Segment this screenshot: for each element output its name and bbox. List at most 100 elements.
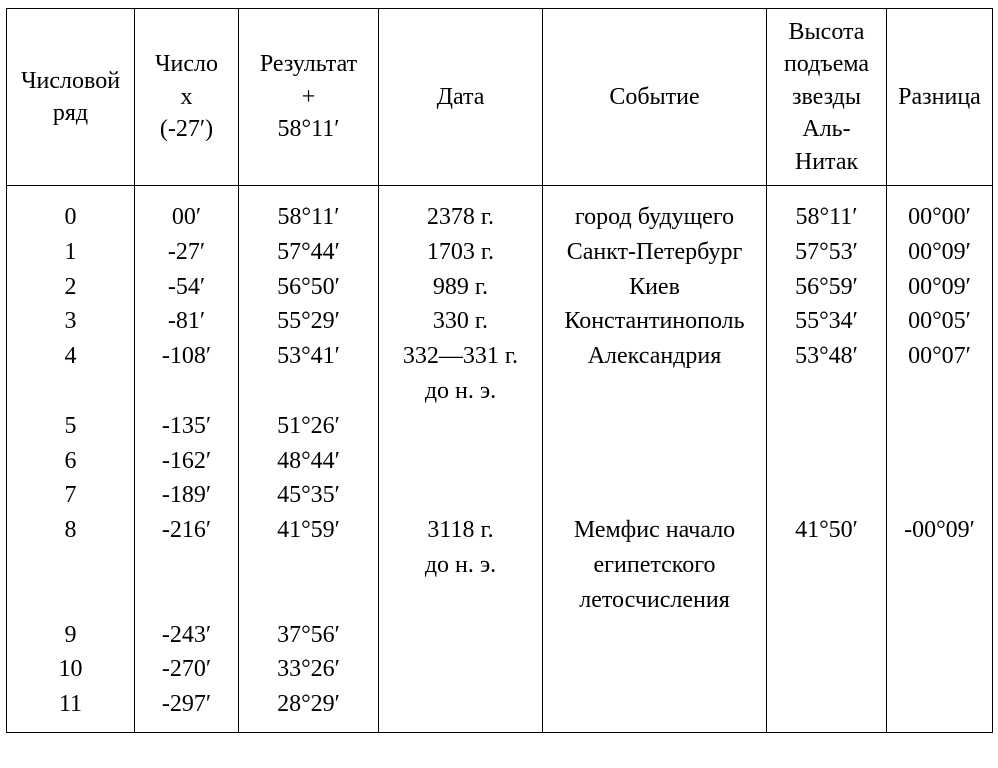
cell-altitude: 53°48′ — [767, 339, 887, 409]
col-header-label: Событие — [543, 81, 766, 113]
table-row: 5-135′51°26′ — [7, 409, 993, 444]
table-row: 11-297′28°29′ — [7, 687, 993, 732]
cell-diff — [887, 687, 993, 732]
cell-x: -81′ — [135, 304, 239, 339]
cell-altitude: 57°53′ — [767, 235, 887, 270]
cell-result: 57°44′ — [239, 235, 379, 270]
cell-diff-value: -00°09′ — [887, 513, 992, 548]
cell-result-value: 51°26′ — [239, 409, 378, 444]
cell-altitude: 55°34′ — [767, 304, 887, 339]
cell-altitude — [767, 409, 887, 444]
col-header-result: Результат + 58°11′ — [239, 9, 379, 186]
cell-altitude: 41°50′ — [767, 513, 887, 617]
col-header-label: Числовой ряд — [7, 65, 134, 130]
table-row: 1-27′57°44′1703 г.Санкт-Петербург57°53′0… — [7, 235, 993, 270]
cell-series: 7 — [7, 478, 135, 513]
cell-event-value: город будущего — [543, 200, 766, 235]
cell-event: город будущего — [543, 186, 767, 235]
cell-series-value: 9 — [7, 618, 134, 653]
cell-date: 989 г. — [379, 270, 543, 305]
cell-x-value: -27′ — [135, 235, 238, 270]
cell-event-value: Мемфис начало египетского летосчисления — [543, 513, 766, 617]
cell-x-value: -243′ — [135, 618, 238, 653]
cell-result: 28°29′ — [239, 687, 379, 732]
cell-series: 11 — [7, 687, 135, 732]
cell-series-value: 2 — [7, 270, 134, 305]
cell-diff-value: 00°09′ — [887, 270, 992, 305]
cell-diff: 00°00′ — [887, 186, 993, 235]
cell-result-value: 55°29′ — [239, 304, 378, 339]
cell-result-value: 45°35′ — [239, 478, 378, 513]
cell-altitude — [767, 444, 887, 479]
cell-event: Александрия — [543, 339, 767, 409]
cell-diff: 00°05′ — [887, 304, 993, 339]
cell-event-value: Константинополь — [543, 304, 766, 339]
cell-event: Мемфис начало египетского летосчисления — [543, 513, 767, 617]
cell-x-value: -162′ — [135, 444, 238, 479]
page: Числовой ряд Число x (-27′) Результат + … — [0, 0, 998, 768]
cell-date — [379, 478, 543, 513]
cell-series-value: 11 — [7, 687, 134, 722]
cell-event — [543, 618, 767, 653]
cell-series-value: 8 — [7, 513, 134, 548]
cell-result-value: 37°56′ — [239, 618, 378, 653]
cell-altitude — [767, 618, 887, 653]
cell-series-value: 6 — [7, 444, 134, 479]
col-header-diff: Разница — [887, 9, 993, 186]
cell-series-value: 7 — [7, 478, 134, 513]
cell-x-value: -81′ — [135, 304, 238, 339]
col-header-label: Разница — [887, 81, 992, 113]
cell-diff-value: 00°09′ — [887, 235, 992, 270]
cell-diff: 00°07′ — [887, 339, 993, 409]
cell-x-value: -189′ — [135, 478, 238, 513]
cell-diff — [887, 409, 993, 444]
cell-date-value: 2378 г. — [379, 200, 542, 235]
cell-altitude: 58°11′ — [767, 186, 887, 235]
table-row: 10-270′33°26′ — [7, 652, 993, 687]
cell-result: 51°26′ — [239, 409, 379, 444]
cell-x: -297′ — [135, 687, 239, 732]
cell-result-value: 48°44′ — [239, 444, 378, 479]
col-header-x: Число x (-27′) — [135, 9, 239, 186]
cell-x-value: 00′ — [135, 200, 238, 235]
cell-series: 1 — [7, 235, 135, 270]
cell-x-value: -135′ — [135, 409, 238, 444]
cell-altitude — [767, 687, 887, 732]
cell-event — [543, 444, 767, 479]
cell-result-value: 58°11′ — [239, 200, 378, 235]
cell-date: 3118 г. до н. э. — [379, 513, 543, 617]
cell-result-value: 56°50′ — [239, 270, 378, 305]
cell-x-value: -216′ — [135, 513, 238, 548]
cell-diff-value: 00°07′ — [887, 339, 992, 374]
cell-diff: 00°09′ — [887, 235, 993, 270]
cell-diff — [887, 478, 993, 513]
cell-date-value: 3118 г. до н. э. — [379, 513, 542, 583]
table-header: Числовой ряд Число x (-27′) Результат + … — [7, 9, 993, 186]
col-header-series: Числовой ряд — [7, 9, 135, 186]
cell-diff: -00°09′ — [887, 513, 993, 617]
cell-series: 5 — [7, 409, 135, 444]
cell-diff-value: 00°00′ — [887, 200, 992, 235]
cell-series-value: 3 — [7, 304, 134, 339]
cell-x: -135′ — [135, 409, 239, 444]
table-row: 000′58°11′2378 г.город будущего58°11′00°… — [7, 186, 993, 235]
cell-x: -216′ — [135, 513, 239, 617]
cell-date: 332—331 г. до н. э. — [379, 339, 543, 409]
table-row: 7-189′45°35′ — [7, 478, 993, 513]
cell-series: 10 — [7, 652, 135, 687]
cell-result-value: 41°59′ — [239, 513, 378, 548]
cell-date — [379, 652, 543, 687]
cell-x: -270′ — [135, 652, 239, 687]
col-header-label: Число x (-27′) — [135, 48, 238, 145]
cell-altitude-value: 55°34′ — [767, 304, 886, 339]
cell-result-value: 53°41′ — [239, 339, 378, 374]
table-body: 000′58°11′2378 г.город будущего58°11′00°… — [7, 186, 993, 733]
cell-date: 330 г. — [379, 304, 543, 339]
table-row: 2-54′56°50′989 г.Киев56°59′00°09′ — [7, 270, 993, 305]
cell-diff: 00°09′ — [887, 270, 993, 305]
cell-event: Санкт-Петербург — [543, 235, 767, 270]
cell-date-value: 1703 г. — [379, 235, 542, 270]
col-header-label: Результат + 58°11′ — [239, 48, 378, 145]
cell-x: -162′ — [135, 444, 239, 479]
cell-event: Киев — [543, 270, 767, 305]
